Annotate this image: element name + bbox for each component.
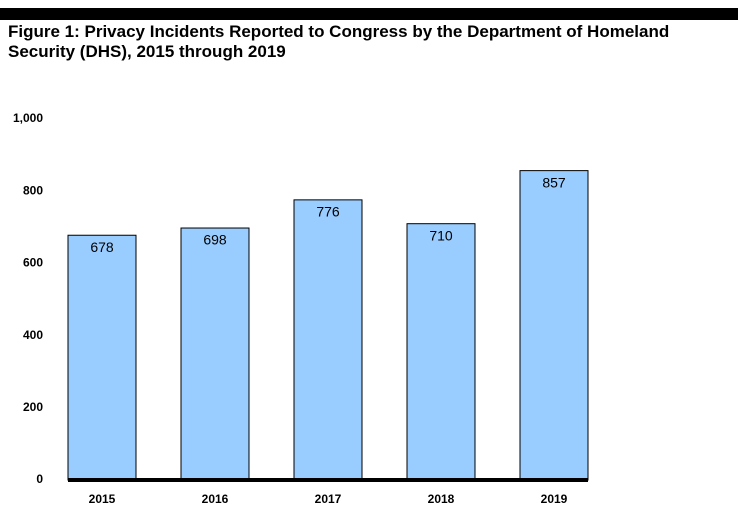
bar [293, 199, 363, 481]
bar [519, 170, 589, 481]
value-label: 857 [542, 174, 566, 190]
bar [180, 227, 250, 481]
y-tick-label: 400 [23, 328, 43, 342]
y-tick-label: 800 [23, 183, 43, 197]
y-tick-label: 1,000 [13, 111, 43, 125]
header-bar [0, 8, 738, 20]
value-label: 710 [429, 227, 453, 243]
y-tick-label: 600 [23, 256, 43, 270]
x-tick-label: 2016 [202, 492, 229, 506]
bar [406, 223, 476, 481]
y-tick-label: 200 [23, 400, 43, 414]
x-tick-label: 2015 [89, 492, 116, 506]
x-tick-label: 2018 [428, 492, 455, 506]
y-tick-label: 0 [36, 472, 43, 486]
value-label: 678 [90, 239, 114, 255]
x-tick-label: 2019 [541, 492, 568, 506]
value-label: 776 [316, 204, 340, 220]
bar [67, 234, 137, 481]
chart-title: Figure 1: Privacy Incidents Reported to … [8, 22, 670, 61]
value-label: 698 [203, 232, 227, 248]
x-tick-label: 2017 [315, 492, 342, 506]
